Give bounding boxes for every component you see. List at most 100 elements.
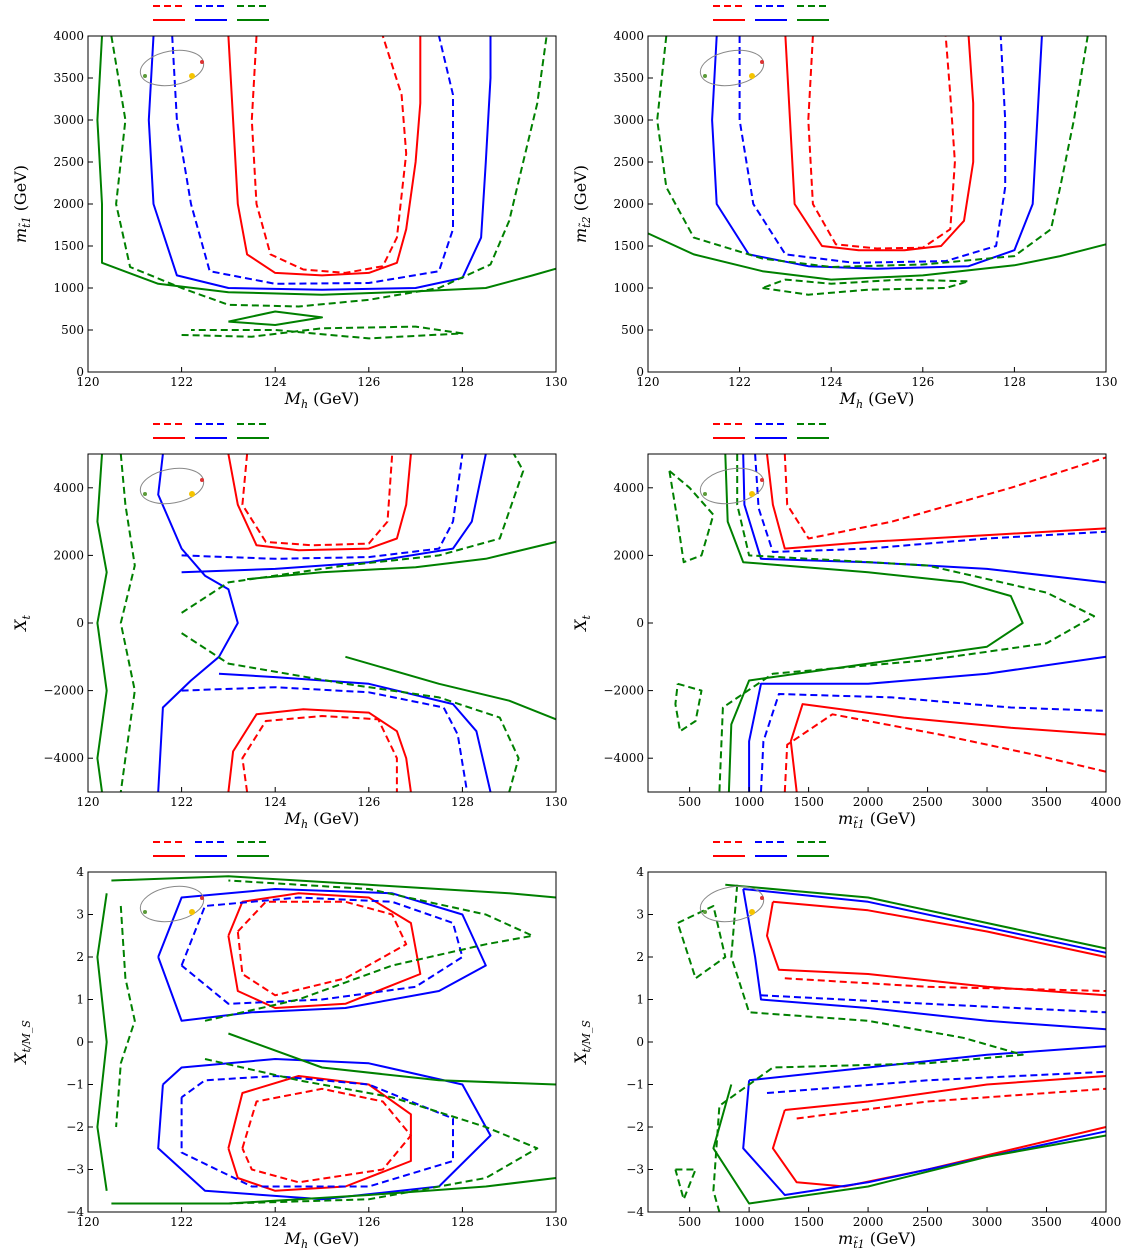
x-tick-label: 4000	[1091, 795, 1122, 809]
x-tick-label: 3000	[972, 1215, 1003, 1229]
y-tick-label: 3	[636, 908, 644, 922]
contour-FH214-1σ-1	[784, 35, 975, 252]
contour-FH214-3σ-11	[247, 540, 557, 581]
y-tick-label: −2	[66, 1120, 84, 1134]
mastercode-logo	[699, 467, 765, 505]
contour-FH214-2σ-5	[157, 453, 239, 793]
contour-FH210-2σ-8	[180, 1075, 454, 1188]
y-tick-label: −4	[66, 1205, 84, 1219]
x-axis-label: mt̃1 (GeV)	[838, 809, 916, 831]
mastercode-logo	[139, 49, 205, 87]
contour-FH210-3σ-6	[656, 35, 1089, 268]
chart-panel-3: 120 122 124 126 128 130 −4000 −2000 0 2000 4000 Mh …	[11, 423, 567, 831]
contour-FH214-2σ-6	[181, 453, 487, 574]
mastercode-logo	[139, 467, 205, 505]
contour-FH214-1σ-4	[771, 1109, 1107, 1188]
y-tick-label: −2000	[603, 684, 644, 698]
contour-FH214-3σ-12	[228, 1032, 557, 1086]
contour-FH210-3σ-14	[181, 453, 525, 614]
y-tick-label: 500	[621, 323, 644, 337]
y-tick-label: −4000	[603, 751, 644, 765]
y-tick-label: 1500	[613, 239, 644, 253]
x-tick-label: 130	[1095, 375, 1118, 389]
contour-FH210-3σ-16	[676, 905, 727, 980]
contour-FH214-2σ-3	[147, 35, 492, 291]
legend	[153, 841, 269, 857]
y-tick-label: −3	[66, 1163, 84, 1177]
y-tick-label: 3500	[613, 71, 644, 85]
y-tick-label: 2000	[53, 197, 84, 211]
x-tick-label: 120	[77, 1215, 100, 1229]
x-tick-label: 3000	[972, 795, 1003, 809]
x-tick-label: 130	[545, 375, 568, 389]
x-tick-label: 1500	[793, 1215, 824, 1229]
legend	[713, 841, 829, 857]
contour-FH210-1σ-2	[783, 453, 1107, 540]
x-axis-label: Mh (GeV)	[839, 389, 915, 411]
legend	[713, 5, 829, 21]
x-tick-label: 122	[170, 375, 193, 389]
x-tick-label: 122	[728, 375, 751, 389]
contour-FH214-1σ-1	[227, 453, 412, 552]
contour-FH210-3σ-17	[674, 1168, 697, 1201]
contour-FH210-1σ-2	[236, 900, 408, 997]
contour-FH214-3σ-5	[647, 232, 1107, 281]
x-axis-label: Mh (GeV)	[284, 389, 360, 411]
contour-FH214-3σ-13	[725, 883, 1107, 950]
contour-FH210-3σ-13	[119, 453, 136, 793]
contour-FH210-3σ-14	[204, 1058, 539, 1205]
x-tick-label: 2500	[912, 1215, 943, 1229]
x-tick-label: 124	[264, 795, 287, 809]
plot-frame	[647, 453, 1107, 793]
y-tick-label: 0	[636, 1035, 644, 1049]
contour-FH210-3σ-12	[674, 682, 703, 733]
contour-FH210-3σ-7	[181, 325, 464, 340]
x-tick-label: 2500	[912, 795, 943, 809]
y-axis-label: Xt	[11, 615, 33, 633]
x-tick-label: 500	[678, 795, 701, 809]
contour-FH210-1σ-4	[241, 1087, 412, 1184]
contour-FH214-3σ-11	[96, 893, 108, 1191]
y-tick-label: 3000	[53, 113, 84, 127]
contour-FH210-1σ-2	[250, 35, 408, 274]
y-tick-label: 3000	[613, 113, 644, 127]
y-tick-label: 0	[636, 616, 644, 630]
chart-panel-1: 120 122 124 126 128 130 0 500 1000 1500 2000 2500 30…	[11, 5, 568, 411]
contour-FH214-3σ-14	[712, 1084, 1107, 1205]
y-axis-label: mt̃2 (GeV)	[571, 165, 593, 243]
x-tick-label: 120	[77, 375, 100, 389]
y-axis-label: Xt	[571, 615, 593, 633]
legend	[153, 5, 269, 21]
contour-FH214-1σ-5	[784, 1075, 1107, 1111]
contour-FH214-3σ-10	[96, 453, 108, 793]
plot-frame	[87, 35, 557, 373]
y-axis-label: Xt/M_S	[11, 1020, 33, 1066]
contour-FH210-2σ-6	[180, 896, 464, 1005]
x-tick-label: 4000	[1091, 1215, 1122, 1229]
contour-FH214-2σ-7	[157, 1058, 492, 1201]
contour-FH210-2σ-8	[760, 693, 1107, 793]
contour-FH214-3σ-9	[724, 453, 1024, 793]
x-tick-label: 500	[678, 1215, 701, 1229]
contour-FH214-2σ-7	[742, 888, 1107, 1031]
y-axis-label: Xt/M_S	[571, 1020, 593, 1066]
contour-FH214-1σ-1	[227, 892, 422, 1009]
x-tick-label: 128	[451, 795, 474, 809]
x-tick-label: 126	[357, 795, 380, 809]
contour-FH214-3σ-8	[228, 310, 323, 326]
x-axis-label: Mh (GeV)	[284, 809, 360, 831]
y-tick-label: 1	[636, 993, 644, 1007]
y-tick-label: 1000	[613, 281, 644, 295]
y-tick-label: −2	[626, 1120, 644, 1134]
x-tick-label: 130	[545, 1215, 568, 1229]
contour-FH210-2σ-6	[754, 453, 1107, 553]
contour-FH210-1σ-4	[783, 713, 1107, 793]
y-tick-label: 4	[636, 865, 644, 879]
contour-FH210-2σ-9	[181, 686, 469, 793]
y-tick-label: 0	[76, 1035, 84, 1049]
y-tick-label: −2000	[43, 684, 84, 698]
contour-FH210-1σ-3	[784, 977, 1107, 992]
contour-FH214-1σ-2	[772, 900, 1107, 958]
contour-FH210-3σ-15	[712, 884, 1024, 1213]
